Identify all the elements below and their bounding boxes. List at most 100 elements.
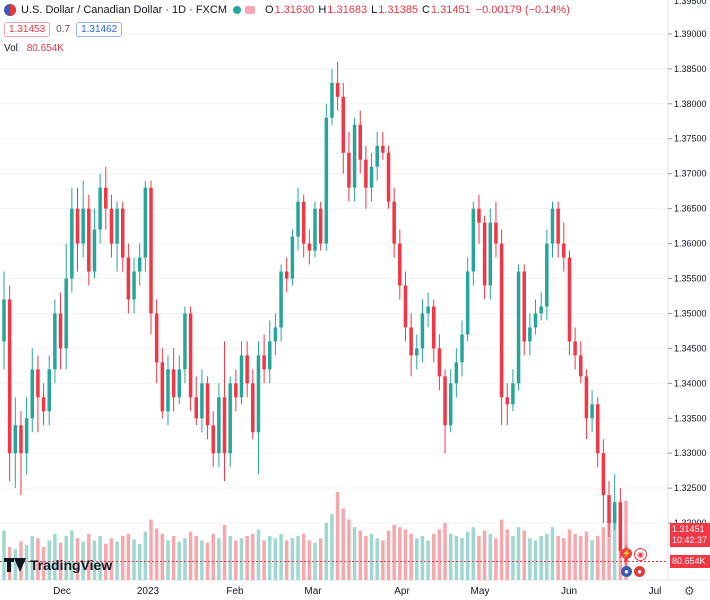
candle-body [98,187,102,230]
volume-bar [36,538,40,580]
candle-body [211,425,215,454]
candle-body [256,355,261,433]
price-tick-label: 1.38500 [674,64,707,74]
low-value: 1.31385 [378,4,418,16]
volume-bar [584,531,589,580]
candle-body [381,145,385,153]
candle-body [454,362,459,384]
candle-body [239,355,244,398]
volume-bar [324,522,329,580]
price-tick-label: 1.37000 [674,169,707,179]
time-tick-label: Jul [649,586,662,597]
candle-body [24,418,29,454]
candle-body [160,362,165,412]
volume-label[interactable]: Vol [4,43,18,54]
candle-body [279,271,283,328]
candle-body [499,243,504,398]
buy-button[interactable]: 1.31462 [76,22,123,37]
volume-bar [590,540,594,580]
price-axis[interactable]: 1.39500 1.39000 1.38500 1.38000 1.37500 1.370… [668,0,707,528]
candle-body [81,208,85,244]
price-tick-label: 1.37500 [674,134,707,144]
settings-gear-icon[interactable]: ⚙ [684,584,695,598]
volume-bar [528,538,532,580]
candle-body [92,229,97,272]
candle-body [30,369,35,419]
event-us-icon[interactable]: ● [621,566,632,577]
volume-bar [30,536,35,580]
candle-body [154,313,159,363]
volume-bar [335,492,340,580]
candle-body [149,187,153,314]
volume-bar [137,543,142,580]
price-tick-label: 1.34000 [674,378,707,388]
volume-bar [437,529,442,580]
time-axis[interactable]: Dec 2023 Feb Mar Apr May Jun Jul [53,586,661,597]
symbol-header: U.S. Dollar / Canadian Dollar · 1D · FXC… [0,0,570,20]
volume-bar [624,500,628,580]
volume-bar [41,547,46,580]
volume-bar [166,540,170,580]
candle-body [415,348,419,356]
volume-bar [47,540,51,580]
volume-bar [262,540,266,580]
volume-legend: Vol 80.654K [4,43,64,54]
volume-bars [2,492,628,580]
candle-body [228,383,232,454]
price-tick-label: 1.39000 [674,29,707,39]
price-tick-label: 1.32500 [674,483,707,493]
candle-body [392,201,396,244]
open-value: 1.31630 [274,4,315,16]
volume-bar [109,538,114,580]
candle-body [511,383,515,405]
candle-body [398,243,402,286]
volume-bar [70,530,74,580]
event-ca-icon[interactable]: ● [634,566,645,577]
candle-body [330,82,334,118]
volume-bar [562,538,566,580]
candle-body [290,236,295,279]
low-label: L [371,4,378,16]
volume-bar [369,533,374,580]
volume-bar [211,533,215,580]
volume-bar [375,538,379,580]
last-price-value: 1.31451 [672,524,705,534]
candle-body [109,208,114,244]
candle-body [494,222,498,244]
flag-marker-icon[interactable] [245,6,256,14]
volume-bar [448,533,453,580]
volume-bar [511,536,515,580]
sell-button[interactable]: 1.31453 [4,22,51,37]
flag-event-icon[interactable]: ◉ [634,548,647,561]
open-label: O [265,4,274,16]
lightning-icon[interactable]: ⚡ [621,548,632,559]
candle-body [58,313,63,349]
candle-body [443,376,447,426]
candle-body [607,495,611,524]
volume-bar [443,522,447,580]
candle-body [471,208,476,272]
candle-body [183,313,187,370]
volume-bar [465,531,470,580]
volume-bar [307,540,312,580]
volume-bar [115,541,119,580]
change-value: −0.00179 (−0.14%) [475,4,570,16]
candle-body [166,369,170,412]
candle-body [579,355,583,377]
candle-body [13,425,18,454]
volume-bar [268,536,272,580]
symbol-title[interactable]: U.S. Dollar / Canadian Dollar · 1D · FXC… [21,4,228,16]
volume-bar [251,533,255,580]
usdcad-flag-icon [4,4,16,16]
volume-bar [392,525,396,580]
candle-body [573,341,577,356]
close-value: 1.31451 [430,4,471,16]
volume-bar [205,542,210,580]
tradingview-logo[interactable]: TradingView [4,557,112,573]
candle-body [188,313,193,398]
volume-bar [567,529,572,580]
volume-bar [160,533,165,580]
candle-body [347,152,351,188]
spread-value: 0.7 [56,24,71,35]
